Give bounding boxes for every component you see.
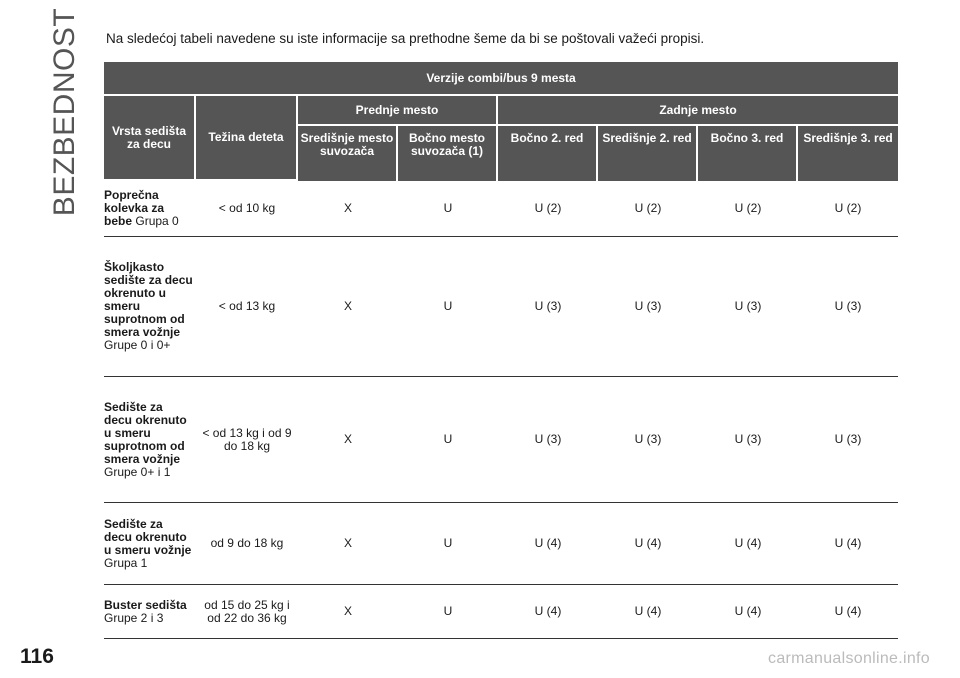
value-cell: U (3) <box>498 377 598 503</box>
header-weight: Težina deteta <box>196 96 298 181</box>
header-front-seat: Prednje mesto <box>298 96 498 126</box>
weight-cell: od 9 do 18 kg <box>196 503 298 585</box>
value-cell: U <box>398 181 498 237</box>
seat-type-name: Poprečna kolevka za bebe <box>104 188 165 228</box>
value-cell: U (4) <box>698 585 798 639</box>
table-row: Sedište za decu okrenuto u smeru vožnje … <box>104 503 899 585</box>
seat-type-cell: Sedište za decu okrenuto u smeru suprotn… <box>104 377 196 503</box>
seat-type-group: Grupe 0 i 0+ <box>104 338 171 352</box>
seat-type-name: Sedište za decu okrenuto u smeru suprotn… <box>104 399 187 466</box>
seat-type-group: Grupa 0 <box>135 214 179 228</box>
page-number: 116 <box>20 645 54 668</box>
table-row: Školjkasto sedište za decu okrenuto u sm… <box>104 237 899 377</box>
value-cell: U <box>398 503 498 585</box>
seat-type-name: Školjkasto sedište za decu okrenuto u sm… <box>104 260 193 339</box>
value-cell: U (3) <box>698 377 798 503</box>
value-cell: U <box>398 585 498 639</box>
value-cell: U (3) <box>598 377 698 503</box>
seat-type-name: Buster sedišta <box>104 597 187 612</box>
weight-cell: < od 13 kg <box>196 237 298 377</box>
table-row: Buster sedišta Grupe 2 i 3 od 15 do 25 k… <box>104 585 899 639</box>
value-cell: U (4) <box>798 585 899 639</box>
value-cell: U <box>398 377 498 503</box>
value-cell: X <box>298 377 398 503</box>
value-cell: U (3) <box>498 237 598 377</box>
seat-type-group: Grupe 2 i 3 <box>104 610 164 625</box>
value-cell: U (3) <box>698 237 798 377</box>
value-cell: U (3) <box>798 237 899 377</box>
value-cell: U (4) <box>598 503 698 585</box>
value-cell: U (3) <box>798 377 899 503</box>
value-cell: U (4) <box>798 503 899 585</box>
section-label-text: BEZBEDNOST <box>48 7 81 217</box>
value-cell: U (2) <box>798 181 899 237</box>
value-cell: U <box>398 237 498 377</box>
table-row: Sedište za decu okrenuto u smeru suprotn… <box>104 377 899 503</box>
value-cell: U (2) <box>598 181 698 237</box>
seat-type-cell: Poprečna kolevka za bebe Grupa 0 <box>104 181 196 237</box>
value-cell: U (2) <box>498 181 598 237</box>
value-cell: U (4) <box>498 503 598 585</box>
seat-type-cell: Sedište za decu okrenuto u smeru vožnje … <box>104 503 196 585</box>
header-position: Bočno 2. red <box>498 126 598 181</box>
seat-type-group: Grupa 1 <box>104 555 148 570</box>
child-seat-table: Verzije combi/bus 9 mesta Vrsta sedišta … <box>104 62 899 639</box>
header-position: Središnje mesto suvozača <box>298 126 398 181</box>
value-cell: U (2) <box>698 181 798 237</box>
seat-type-name: Sedište za decu okrenuto u smeru vožnje <box>104 516 192 557</box>
weight-cell: < od 10 kg <box>196 181 298 237</box>
header-seat-type: Vrsta sedišta za decu <box>104 96 196 181</box>
seat-type-cell: Buster sedišta Grupe 2 i 3 <box>104 585 196 639</box>
table-row: Poprečna kolevka za bebe Grupa 0 < od 10… <box>104 181 899 237</box>
seat-type-cell: Školjkasto sedište za decu okrenuto u sm… <box>104 237 196 377</box>
value-cell: X <box>298 237 398 377</box>
value-cell: U (4) <box>498 585 598 639</box>
header-position: Središnje 3. red <box>798 126 899 181</box>
value-cell: X <box>298 585 398 639</box>
value-cell: U (4) <box>598 585 698 639</box>
header-position: Bočno mesto suvozača (1) <box>398 126 498 181</box>
header-position: Središnje 2. red <box>598 126 698 181</box>
header-rear-seat: Zadnje mesto <box>498 96 899 126</box>
intro-text: Na sledećoj tabeli navedene su iste info… <box>106 31 705 46</box>
weight-cell: od 15 do 25 kg i od 22 do 36 kg <box>196 585 298 639</box>
section-label: BEZBEDNOST <box>48 8 81 216</box>
value-cell: X <box>298 181 398 237</box>
seat-type-group: Grupe 0+ i 1 <box>104 464 171 479</box>
table-title: Verzije combi/bus 9 mesta <box>104 62 899 96</box>
value-cell: U (3) <box>598 237 698 377</box>
weight-cell: < od 13 kg i od 9 do 18 kg <box>196 377 298 503</box>
header-position: Bočno 3. red <box>698 126 798 181</box>
value-cell: U (4) <box>698 503 798 585</box>
watermark: carmanualsonline.info <box>768 650 930 667</box>
value-cell: X <box>298 503 398 585</box>
